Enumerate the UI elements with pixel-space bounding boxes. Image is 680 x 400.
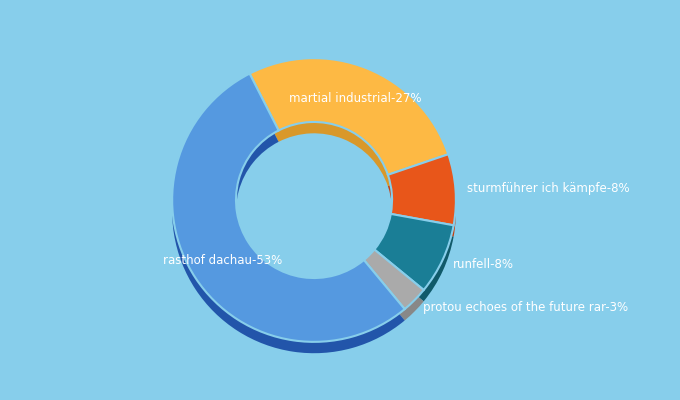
Wedge shape [364, 261, 424, 320]
Text: sturmführer ich kämpfe-8%: sturmführer ich kämpfe-8% [466, 182, 630, 195]
Wedge shape [388, 154, 456, 225]
Wedge shape [375, 225, 454, 301]
Text: protou echoes of the future rar-3%: protou echoes of the future rar-3% [423, 302, 628, 314]
Wedge shape [364, 250, 424, 309]
Text: rasthof dachau-53%: rasthof dachau-53% [163, 254, 282, 267]
Wedge shape [172, 85, 405, 353]
Text: martial industrial-27%: martial industrial-27% [289, 92, 422, 105]
Wedge shape [388, 166, 456, 237]
Text: runfell-8%: runfell-8% [453, 258, 514, 271]
Wedge shape [172, 74, 405, 342]
Wedge shape [375, 214, 454, 290]
Wedge shape [250, 58, 448, 175]
Wedge shape [250, 70, 448, 186]
